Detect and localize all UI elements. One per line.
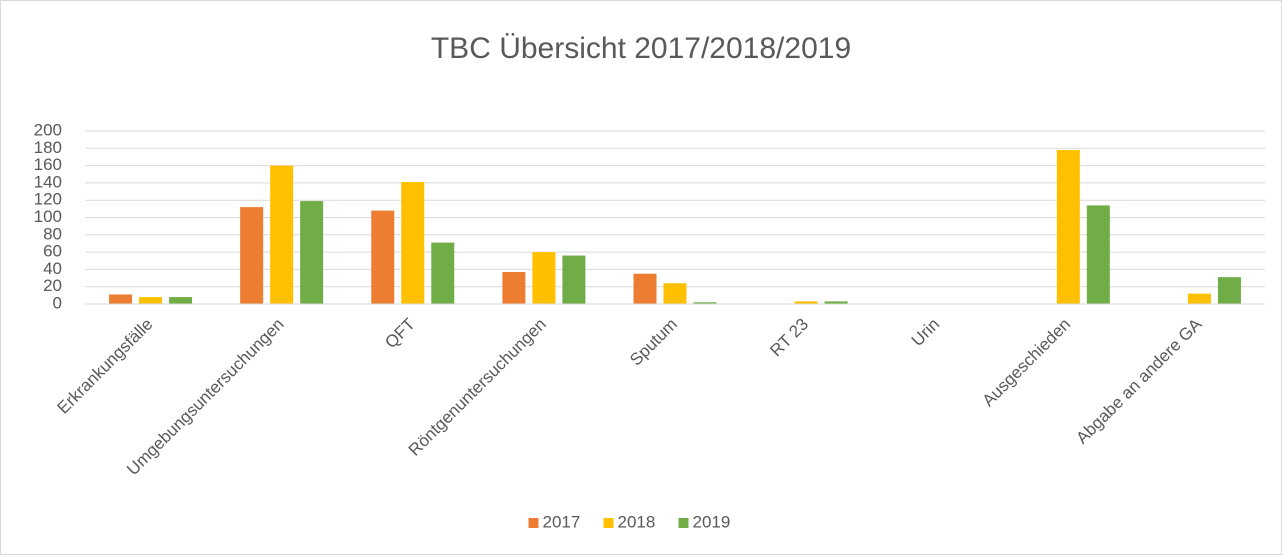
bar: [693, 302, 717, 304]
bar: [109, 294, 133, 304]
bar: [431, 242, 455, 304]
y-tick-label: 20: [43, 276, 62, 295]
bar: [1056, 150, 1080, 304]
bar: [401, 182, 425, 304]
chart-title: TBC Übersicht 2017/2018/2019: [431, 32, 851, 65]
bar: [1187, 293, 1211, 304]
legend-label: 2017: [543, 512, 581, 531]
bar: [502, 271, 526, 304]
legend-swatch: [528, 518, 539, 528]
y-tick-label: 80: [43, 224, 62, 243]
legend-label: 2018: [618, 512, 656, 531]
bar: [532, 252, 556, 304]
bar: [1086, 205, 1110, 304]
bar: [1217, 277, 1241, 304]
y-tick-label: 180: [34, 138, 62, 157]
bar: [633, 273, 657, 304]
bar: [169, 297, 193, 304]
y-tick-label: 140: [34, 172, 62, 191]
y-tick-label: 60: [43, 242, 62, 261]
y-tick-label: 0: [53, 293, 62, 312]
bar: [300, 201, 324, 304]
bar: [270, 165, 294, 304]
bar: [794, 301, 818, 304]
legend-swatch: [678, 518, 689, 528]
y-tick-label: 160: [34, 155, 62, 174]
bar: [240, 207, 264, 304]
bar: [139, 297, 163, 304]
bar: [824, 301, 848, 304]
y-tick-label: 120: [34, 190, 62, 209]
legend-label: 2019: [693, 512, 731, 531]
y-tick-label: 200: [34, 120, 62, 139]
legend-swatch: [603, 518, 614, 528]
bar: [562, 255, 586, 304]
y-tick-label: 100: [34, 207, 62, 226]
y-tick-label: 40: [43, 259, 62, 278]
bar: [663, 283, 687, 304]
bar: [371, 210, 395, 304]
